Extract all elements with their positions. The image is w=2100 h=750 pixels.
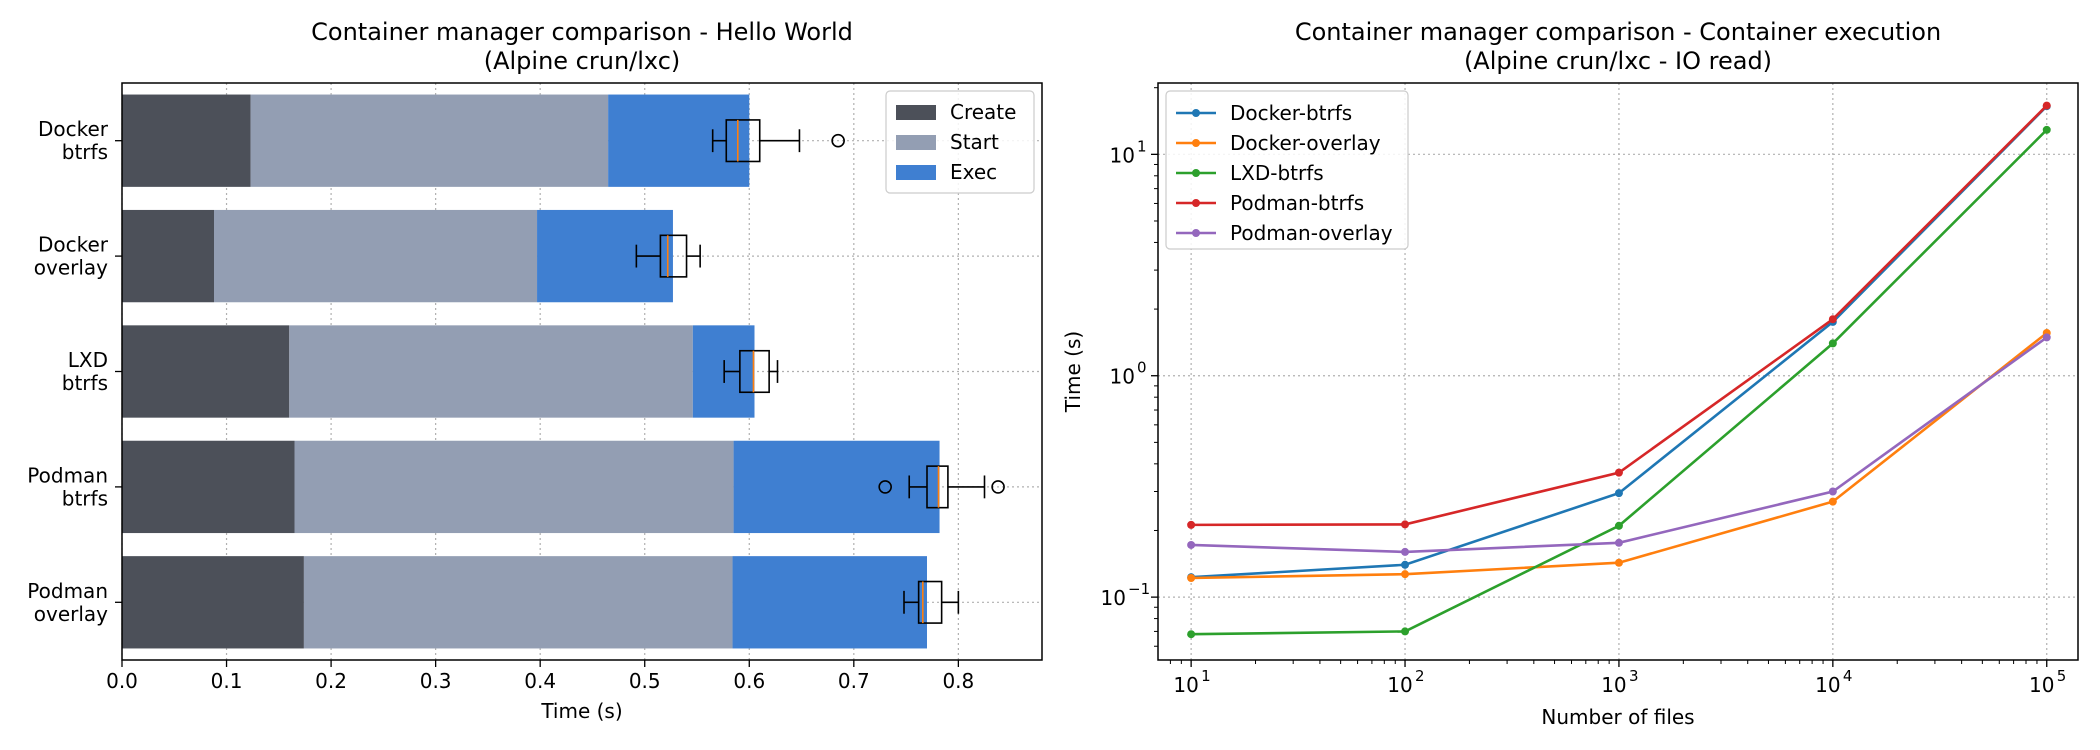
data-point-docker-btrfs	[1401, 560, 1410, 569]
data-point-docker-overlay	[1187, 574, 1196, 583]
data-point-lxd-btrfs	[1401, 627, 1410, 636]
bar-start	[303, 556, 733, 649]
boxplot-outlier	[878, 480, 892, 494]
x-tick-exponent: 4	[1843, 667, 1853, 685]
data-point-lxd-btrfs	[1187, 630, 1196, 639]
legend-box	[1165, 90, 1409, 250]
y-tick-label: Docker btrfs	[38, 117, 109, 164]
data-point-podman-btrfs	[1614, 468, 1623, 477]
x-tick-label: 0.5	[629, 669, 661, 693]
bar-create	[122, 94, 251, 187]
x-tick-label: 0.1	[211, 669, 243, 693]
data-point-podman-btrfs	[1401, 520, 1410, 529]
y-tick-label: Docker overlay	[34, 233, 109, 280]
legend-label: Podman-overlay	[1230, 221, 1393, 245]
x-tick-label: 0.7	[838, 669, 870, 693]
legend-label: Exec	[950, 160, 997, 184]
x-tick-label: 0.8	[942, 669, 974, 693]
x-axis-label: Time (s)	[540, 699, 622, 723]
data-point-docker-overlay	[1401, 570, 1410, 579]
x-tick-label: 10	[2029, 673, 2054, 697]
legend-marker-podman-btrfs	[1192, 199, 1200, 207]
data-point-lxd-btrfs	[1828, 339, 1837, 348]
bar-create	[122, 325, 290, 418]
chart-title: Container manager comparison - Container…	[1295, 18, 1941, 75]
x-tick-label: 0.0	[106, 669, 138, 693]
data-point-podman-btrfs	[2042, 101, 2051, 110]
data-point-podman-overlay	[1187, 540, 1196, 549]
y-tick-label: 10	[1101, 586, 1126, 610]
boxplot-outlier	[831, 133, 845, 148]
y-tick-exponent: −1	[1128, 580, 1150, 598]
legend-swatch-exec	[896, 165, 936, 180]
y-tick-label: Podman overlay	[27, 579, 108, 626]
y-tick-exponent: 0	[1137, 359, 1147, 377]
boxplot-box	[739, 349, 770, 394]
boxplot-box	[926, 465, 949, 509]
y-tick-label: 10	[1110, 143, 1135, 167]
y-tick-label: 10	[1110, 365, 1135, 389]
x-tick-exponent: 5	[2057, 667, 2067, 685]
x-axis-label: Number of files	[1541, 705, 1694, 729]
data-point-podman-overlay	[1614, 538, 1623, 547]
legend-marker-docker-overlay	[1192, 139, 1200, 147]
plot-frame	[1157, 82, 2079, 661]
data-point-podman-overlay	[2042, 333, 2051, 342]
data-point-lxd-btrfs	[1614, 521, 1623, 530]
bar-exec	[732, 556, 927, 649]
y-tick-label: LXD btrfs	[62, 348, 108, 395]
data-point-lxd-btrfs	[2042, 125, 2051, 134]
x-tick-exponent: 3	[1629, 667, 1639, 685]
chart-title: Container manager comparison - Hello Wor…	[311, 18, 853, 75]
x-tick-label: 10	[1601, 673, 1626, 697]
y-axis-label: Time (s)	[1061, 331, 1085, 413]
boxplot-box	[917, 580, 943, 624]
x-tick-exponent: 2	[1415, 667, 1425, 685]
bar-start	[214, 209, 538, 303]
data-point-docker-btrfs	[1614, 489, 1623, 498]
bar-create	[122, 209, 214, 303]
x-tick-label: 0.3	[420, 669, 452, 693]
data-point-podman-btrfs	[1187, 520, 1196, 529]
boxplot-outlier	[991, 480, 1005, 494]
bar-start	[294, 440, 734, 534]
chart-io-read: Container manager comparison - Container…	[1061, 18, 2079, 729]
x-tick-label: 10	[1173, 673, 1198, 697]
x-tick-label: 10	[1387, 673, 1412, 697]
bar-create	[122, 440, 295, 534]
data-point-docker-overlay	[1828, 497, 1837, 506]
bar-exec	[733, 440, 940, 534]
legend-marker-lxd-btrfs	[1192, 169, 1200, 177]
bar-exec	[608, 94, 750, 187]
boxplot-box	[659, 234, 688, 278]
bar-create	[122, 556, 304, 649]
x-tick-label: 0.4	[524, 669, 556, 693]
data-point-podman-overlay	[1828, 487, 1837, 496]
data-point-docker-overlay	[1614, 558, 1623, 567]
legend-marker-docker-btrfs	[1192, 109, 1200, 117]
legend-label: Docker-overlay	[1230, 131, 1381, 155]
legend-marker-podman-overlay	[1192, 229, 1200, 237]
x-tick-label: 10	[1815, 673, 1840, 697]
chart-hello-world: Container manager comparison - Hello Wor…	[27, 18, 1043, 723]
y-tick-exponent: 1	[1137, 137, 1147, 155]
legend-label: Podman-btrfs	[1230, 191, 1364, 215]
data-point-podman-btrfs	[1828, 315, 1837, 324]
bar-start	[250, 94, 609, 187]
data-point-podman-overlay	[1401, 547, 1410, 556]
legend-swatch-start	[896, 135, 936, 150]
x-tick-label: 0.6	[733, 669, 765, 693]
y-tick-label: Podman btrfs	[27, 463, 108, 510]
x-tick-exponent: 1	[1201, 667, 1211, 685]
legend-label: Create	[950, 100, 1016, 124]
boxplot-box	[725, 119, 761, 163]
legend-swatch-create	[896, 105, 936, 120]
x-tick-label: 0.2	[315, 669, 347, 693]
legend-label: Docker-btrfs	[1230, 101, 1352, 125]
bar-start	[289, 325, 693, 418]
legend-label: LXD-btrfs	[1230, 161, 1324, 185]
legend-label: Start	[950, 130, 999, 154]
